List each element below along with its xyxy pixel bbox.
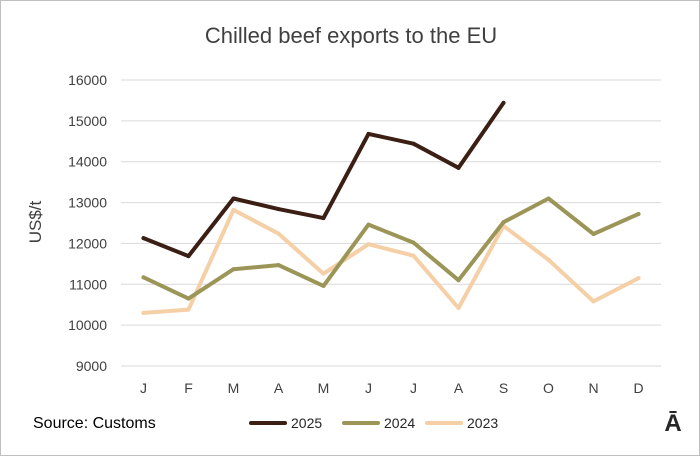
legend-label-2025: 2025	[291, 415, 322, 431]
data-point-2023	[231, 207, 236, 212]
data-point-2025	[186, 254, 191, 259]
x-tick-label: M	[228, 380, 240, 396]
legend-label-2024: 2024	[384, 415, 415, 431]
x-tick-label: D	[633, 380, 643, 396]
data-point-2025	[366, 131, 371, 136]
x-tick-label: S	[499, 380, 508, 396]
data-point-2024	[141, 275, 146, 280]
source-note: Source: Customs	[33, 415, 156, 432]
data-point-2025	[141, 236, 146, 241]
data-point-2025	[456, 165, 461, 170]
data-point-2024	[591, 232, 596, 237]
x-tick-label: A	[274, 380, 284, 396]
data-point-2024	[456, 278, 461, 283]
series-line-2023	[141, 207, 641, 315]
chart-title: Chilled beef exports to the EU	[205, 23, 497, 48]
y-tick-label: 15000	[68, 113, 107, 129]
data-point-2024	[366, 222, 371, 227]
data-point-2024	[636, 212, 641, 217]
legend-label-2023: 2023	[467, 415, 498, 431]
data-point-2024	[276, 263, 281, 268]
data-point-2024	[546, 196, 551, 201]
data-point-2023	[321, 271, 326, 276]
series-lines	[141, 100, 641, 315]
y-axis-ticks: 9000 10000 11000 12000 13000 14000 15000 16000	[68, 72, 107, 374]
series-line-2025	[141, 100, 506, 259]
x-tick-label: J	[410, 380, 417, 396]
data-point-2023	[636, 276, 641, 281]
data-point-2023	[456, 305, 461, 310]
x-tick-label: O	[543, 380, 554, 396]
data-point-2025	[276, 207, 281, 212]
y-tick-label: 9000	[76, 358, 107, 374]
y-tick-label: 11000	[69, 276, 107, 292]
data-point-2025	[321, 216, 326, 221]
data-point-2025	[501, 100, 506, 105]
data-point-2024	[411, 240, 416, 245]
data-point-2025	[231, 196, 236, 201]
x-tick-label: N	[588, 380, 598, 396]
y-axis-label: US$/t	[26, 200, 45, 243]
data-point-2024	[186, 296, 191, 301]
data-point-2023	[141, 310, 146, 315]
data-point-2024	[321, 283, 326, 288]
data-point-2024	[231, 267, 236, 272]
data-point-2023	[591, 299, 596, 304]
x-tick-label: M	[318, 380, 330, 396]
data-point-2025	[411, 141, 416, 146]
y-tick-label: 14000	[68, 154, 107, 170]
y-tick-label: 12000	[68, 235, 107, 251]
data-point-2023	[186, 307, 191, 312]
data-point-2024	[501, 220, 506, 225]
series-line-2024	[141, 196, 641, 301]
y-tick-label: 10000	[68, 317, 107, 333]
data-point-2023	[366, 242, 371, 247]
y-tick-label: 16000	[68, 72, 107, 88]
data-point-2023	[276, 231, 281, 236]
y-tick-label: 13000	[68, 195, 107, 211]
x-tick-label: F	[184, 380, 193, 396]
legend: 2025 2024 2023	[249, 415, 498, 431]
x-tick-label: J	[140, 380, 147, 396]
data-point-2023	[411, 253, 416, 258]
x-tick-label: J	[365, 380, 372, 396]
data-point-2023	[546, 257, 551, 262]
x-tick-label: A	[454, 380, 464, 396]
brand-logo: Ā	[664, 410, 681, 437]
